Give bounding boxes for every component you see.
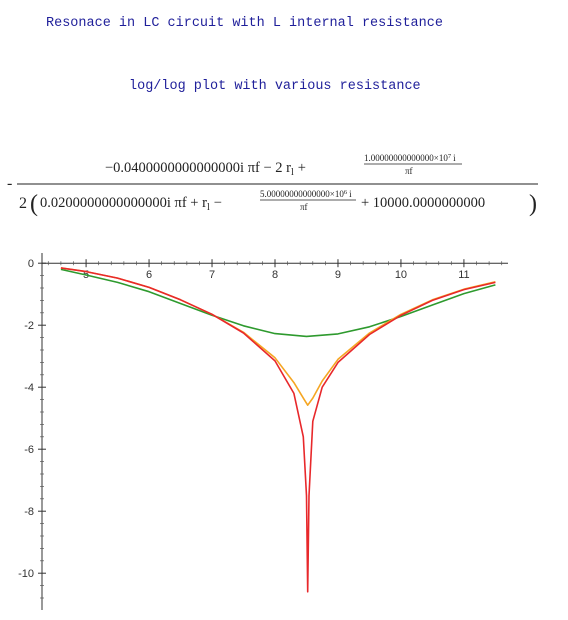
plot-ticks: 5 6 7 8 9 10 110-2-4-6-8-10: [18, 258, 503, 599]
x-tick-label: 10: [395, 269, 407, 281]
formula-num-frac-den: πf: [405, 166, 413, 176]
y-tick-label: -8: [24, 506, 34, 518]
formula-numerator-main: −0.0400000000000000i πf − 2 r: [105, 160, 291, 176]
formula-den-minus: −: [214, 195, 222, 211]
y-tick-label: -2: [24, 320, 34, 332]
formula-den-frac-num: 5.00000000000000×10: [260, 189, 344, 199]
formula-lead-sign: -: [7, 175, 12, 192]
formula-num-frac-exp: 7: [448, 153, 452, 160]
loglog-plot: 5 6 7 8 9 10 110-2-4-6-8-10: [18, 253, 508, 610]
formula-den-frac-den: πf: [300, 202, 308, 212]
y-tick-label: 0: [28, 258, 34, 270]
x-tick-label: 6: [146, 269, 152, 281]
formula-den-sub: l: [207, 202, 210, 213]
chart-subtitle: log/log plot with various resistance: [129, 79, 421, 94]
formula-num-frac-num: 1.00000000000000×10: [364, 153, 448, 163]
y-tick-label: -6: [24, 444, 34, 456]
x-tick-label: 7: [209, 269, 215, 281]
series-line: [60, 267, 496, 406]
formula-den-close: ): [529, 191, 537, 217]
formula-den-main: 0.0200000000000000i πf + r: [40, 195, 207, 211]
formula-den-tail: + 10000.0000000000: [361, 195, 485, 211]
plot-series: [60, 267, 496, 593]
svg-text:0.0200000000000000i πf + rl−: 0.0200000000000000i πf + rl −: [40, 195, 222, 213]
x-tick-label: 8: [272, 269, 278, 281]
series-line: [60, 267, 496, 593]
x-tick-label: 11: [458, 269, 469, 281]
y-tick-label: -4: [24, 382, 34, 394]
formula-den-open: (: [30, 191, 38, 217]
plot-axes: [41, 253, 508, 610]
chart-title: Resonace in LC circuit with L internal r…: [46, 16, 443, 31]
formula-numerator-plus: +: [298, 160, 306, 176]
transfer-function-formula: - −0.0400000000000000i πf − 2 rl + 1.0000…: [7, 153, 538, 217]
y-tick-label: -10: [18, 568, 34, 580]
svg-text:−0.0400000000000000i πf − 2 rl: −0.0400000000000000i πf − 2 rl +: [105, 160, 306, 178]
formula-den-coeff: 2: [19, 195, 27, 212]
formula-den-frac-i: i: [349, 189, 352, 199]
formula-numerator-sub: l: [291, 167, 294, 178]
x-tick-label: 9: [335, 269, 341, 281]
formula-num-frac-i: i: [453, 153, 456, 163]
series-line: [60, 268, 496, 338]
formula-den-frac-exp: 6: [344, 189, 348, 196]
